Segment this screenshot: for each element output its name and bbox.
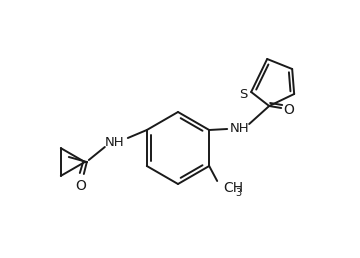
Text: NH: NH bbox=[105, 135, 125, 149]
Text: O: O bbox=[75, 179, 86, 193]
Text: S: S bbox=[239, 87, 247, 101]
Text: 3: 3 bbox=[235, 188, 241, 198]
Text: NH: NH bbox=[229, 122, 249, 134]
Text: O: O bbox=[284, 103, 294, 117]
Text: CH: CH bbox=[223, 181, 243, 195]
